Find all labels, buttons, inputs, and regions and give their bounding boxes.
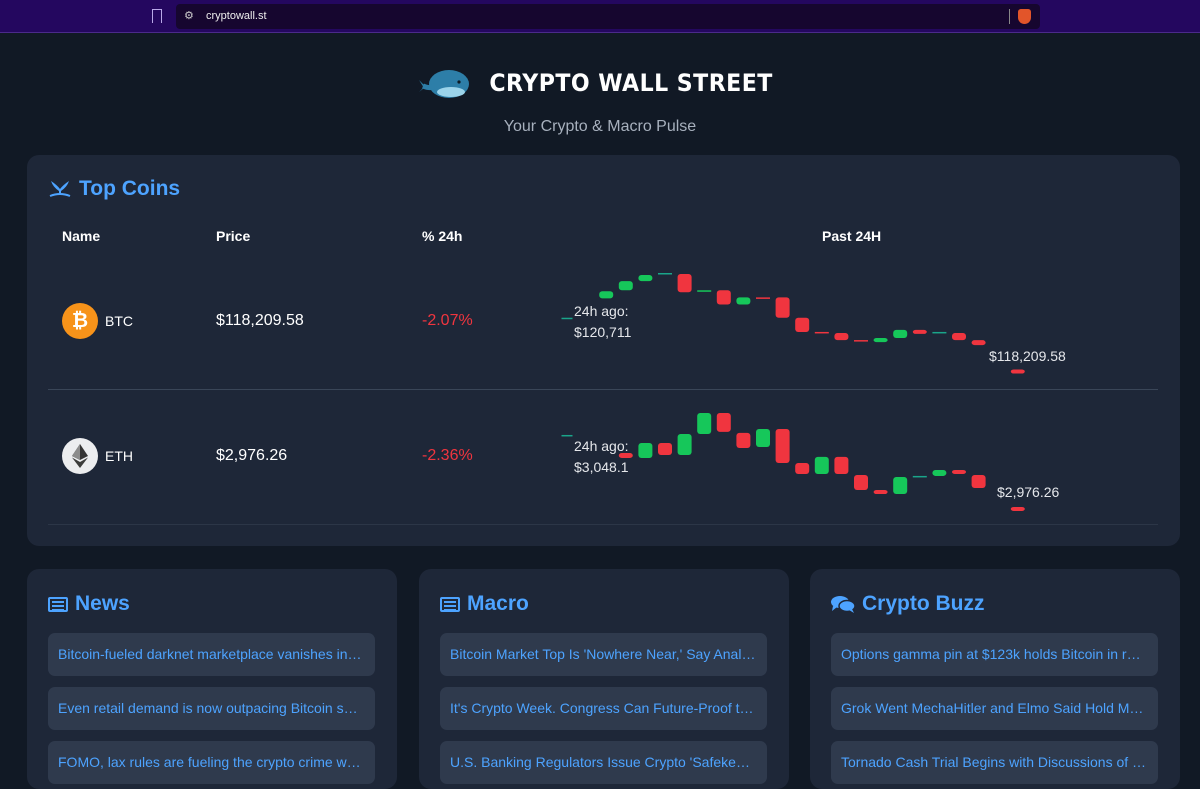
buzz-item[interactable]: Options gamma pin at $123k holds Bitcoin… (831, 633, 1158, 676)
candle-down (971, 340, 986, 346)
buzz-item[interactable]: Tornado Cash Trial Begins with Discussio… (831, 741, 1158, 784)
crypto-buzz-panel: Crypto Buzz Options gamma pin at $123k h… (810, 569, 1180, 789)
macro-item[interactable]: It's Crypto Week. Congress Can Future-Pr… (440, 687, 767, 730)
address-bar[interactable]: ⚙ cryptowall.st (176, 4, 1040, 29)
candle-down (775, 297, 790, 318)
start-price: $3,048.1 (574, 459, 629, 475)
coin-change: -2.07% (422, 312, 473, 329)
candle-down (971, 475, 986, 489)
candle-up (677, 433, 692, 455)
news-panel: News Bitcoin-fueled darknet marketplace … (27, 569, 397, 789)
url-text[interactable]: cryptowall.st (206, 10, 267, 22)
site-subtitle: Your Crypto & Macro Pulse (503, 118, 697, 135)
bitcoin-icon: ₿ (62, 303, 98, 339)
coin-row-eth[interactable]: ETH $2,976.26 -2.36% 24h ago: $3,048.1 $… (48, 390, 1158, 525)
top-coins-title-text: Top Coins (79, 177, 181, 200)
candle-up (814, 456, 829, 475)
candle-up (756, 428, 770, 447)
candle-flat (561, 434, 573, 437)
candle-up (638, 442, 653, 458)
candle-down (1010, 369, 1025, 374)
start-label: 24h ago: (574, 303, 629, 319)
candle-up (599, 291, 614, 299)
browser-toolbar: ⚙ cryptowall.st (0, 0, 1200, 33)
candle-down (854, 475, 868, 490)
candle-flat (561, 317, 573, 320)
panel-title: News (75, 592, 130, 615)
start-label: 24h ago: (574, 438, 629, 454)
site-title: CRYPTO WALL STREET (489, 69, 773, 97)
candle-flat (658, 273, 672, 275)
coin-change: -2.36% (422, 447, 473, 464)
candle-flat (932, 331, 947, 334)
candle-down (756, 297, 770, 299)
candle-up (697, 413, 712, 434)
coin-price: $2,976.26 (216, 447, 288, 464)
candle-down (795, 463, 810, 475)
col-change-24h[interactable]: % 24h (422, 228, 463, 244)
btc-candlestick-chart (561, 273, 1025, 374)
candle-down (873, 489, 888, 495)
end-price: $118,209.58 (989, 348, 1066, 364)
candle-down (716, 290, 731, 305)
candle-down (736, 432, 751, 448)
candle-down (677, 274, 692, 293)
macro-panel: Macro Bitcoin Market Top Is 'Nowhere Nea… (419, 569, 789, 789)
comments-icon (831, 596, 855, 613)
candle-up (618, 281, 633, 291)
candle-up (697, 290, 712, 292)
candle-down (834, 456, 849, 475)
top-coins-card: Top Coins Name Price % 24h Past 24H ₿ BT… (27, 155, 1180, 546)
whale-logo-icon (418, 70, 469, 98)
site-settings-icon[interactable]: ⚙ (184, 10, 194, 22)
newspaper-icon (440, 596, 460, 612)
start-price: $120,711 (574, 324, 632, 340)
candle-flat (912, 475, 927, 478)
panel-title: Macro (467, 592, 529, 615)
news-item[interactable]: FOMO, lax rules are fueling the crypto c… (48, 741, 375, 784)
candle-down (658, 442, 672, 455)
news-item[interactable]: Bitcoin-fueled darknet marketplace vanis… (48, 633, 375, 676)
eth-candlestick-chart (561, 413, 1025, 511)
coin-symbol: BTC (105, 313, 133, 329)
candle-up (736, 297, 751, 305)
panel-title: Crypto Buzz (862, 592, 985, 615)
brave-shield-icon[interactable] (1018, 9, 1031, 24)
site-header: CRYPTO WALL STREET Your Crypto & Macro P… (0, 66, 1200, 136)
candle-down (795, 317, 810, 332)
whale-tail-icon (49, 181, 71, 197)
divider (1009, 9, 1010, 24)
newspaper-icon (48, 596, 68, 612)
coin-price: $118,209.58 (216, 312, 304, 329)
col-past-24h: Past 24H (822, 228, 882, 244)
candle-down (618, 452, 633, 458)
coin-symbol: ETH (105, 448, 133, 464)
candle-up (873, 338, 888, 343)
candle-up (893, 476, 908, 495)
col-name[interactable]: Name (62, 228, 101, 244)
candle-down (952, 332, 966, 341)
candle-down (1010, 506, 1025, 511)
col-price[interactable]: Price (216, 228, 251, 244)
candle-down (912, 329, 927, 334)
bookmark-icon[interactable] (152, 9, 162, 23)
buzz-item[interactable]: Grok Went MechaHitler and Elmo Said Hold… (831, 687, 1158, 730)
candle-up (638, 275, 653, 282)
top-coins-title: Top Coins (49, 177, 180, 201)
coin-row-btc[interactable]: ₿ BTC $118,209.58 -2.07% 24h ago: $120,7… (48, 255, 1158, 390)
ethereum-icon (62, 438, 98, 474)
macro-item[interactable]: Bitcoin Market Top Is 'Nowhere Near,' Sa… (440, 633, 767, 676)
end-price: $2,976.26 (997, 484, 1060, 500)
candle-up (893, 329, 908, 339)
candle-down (775, 428, 790, 464)
news-item[interactable]: Even retail demand is now outpacing Bitc… (48, 687, 375, 730)
macro-item[interactable]: U.S. Banking Regulators Issue Crypto 'Sa… (440, 741, 767, 784)
candle-down (834, 332, 849, 341)
candle-down (854, 340, 868, 342)
candle-down (716, 413, 731, 432)
candle-down (814, 331, 829, 334)
candle-down (952, 469, 966, 475)
candle-up (932, 469, 947, 476)
